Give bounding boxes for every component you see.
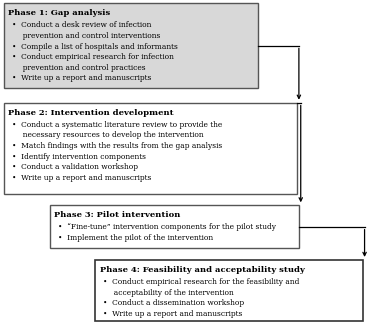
Text: •  Conduct empirical research for the feasibility and: • Conduct empirical research for the fea… [103,278,300,286]
Text: •  “Fine-tune” intervention components for the pilot study: • “Fine-tune” intervention components fo… [58,223,276,231]
Text: •  Compile a list of hospitals and informants: • Compile a list of hospitals and inform… [12,43,178,51]
Text: •  Identify intervention components: • Identify intervention components [12,153,146,161]
Text: •  Write up a report and manuscripts: • Write up a report and manuscripts [12,174,151,182]
Text: Phase 2: Intervention development: Phase 2: Intervention development [8,109,174,117]
Text: •  Implement the pilot of the intervention: • Implement the pilot of the interventio… [58,234,213,242]
Bar [50,205,299,248]
Bar [4,3,258,88]
Text: Phase 3: Pilot intervention: Phase 3: Pilot intervention [54,211,180,219]
Text: Phase 4: Feasibility and acceptability study: Phase 4: Feasibility and acceptability s… [100,266,304,274]
Bar [95,260,363,321]
Text: Phase 1: Gap analysis: Phase 1: Gap analysis [8,9,110,17]
Text: •  Conduct empirical research for infection: • Conduct empirical research for infecti… [12,53,174,61]
Bar [4,103,297,194]
Text: necessary resources to develop the intervention: necessary resources to develop the inter… [18,131,203,139]
Text: •  Write up a report and manuscripts: • Write up a report and manuscripts [103,310,243,318]
Text: •  Conduct a dissemination workshop: • Conduct a dissemination workshop [103,299,244,307]
Text: prevention and control interventions: prevention and control interventions [18,32,160,40]
Text: •  Write up a report and manuscripts: • Write up a report and manuscripts [12,74,151,82]
Text: •  Match findings with the results from the gap analysis: • Match findings with the results from t… [12,142,222,150]
Text: prevention and control practices: prevention and control practices [18,64,145,72]
Text: acceptability of the intervention: acceptability of the intervention [109,289,234,297]
Text: •  Conduct a desk review of infection: • Conduct a desk review of infection [12,22,151,29]
Text: •  Conduct a systematic literature review to provide the: • Conduct a systematic literature review… [12,121,222,129]
Text: •  Conduct a validation workshop: • Conduct a validation workshop [12,163,138,171]
